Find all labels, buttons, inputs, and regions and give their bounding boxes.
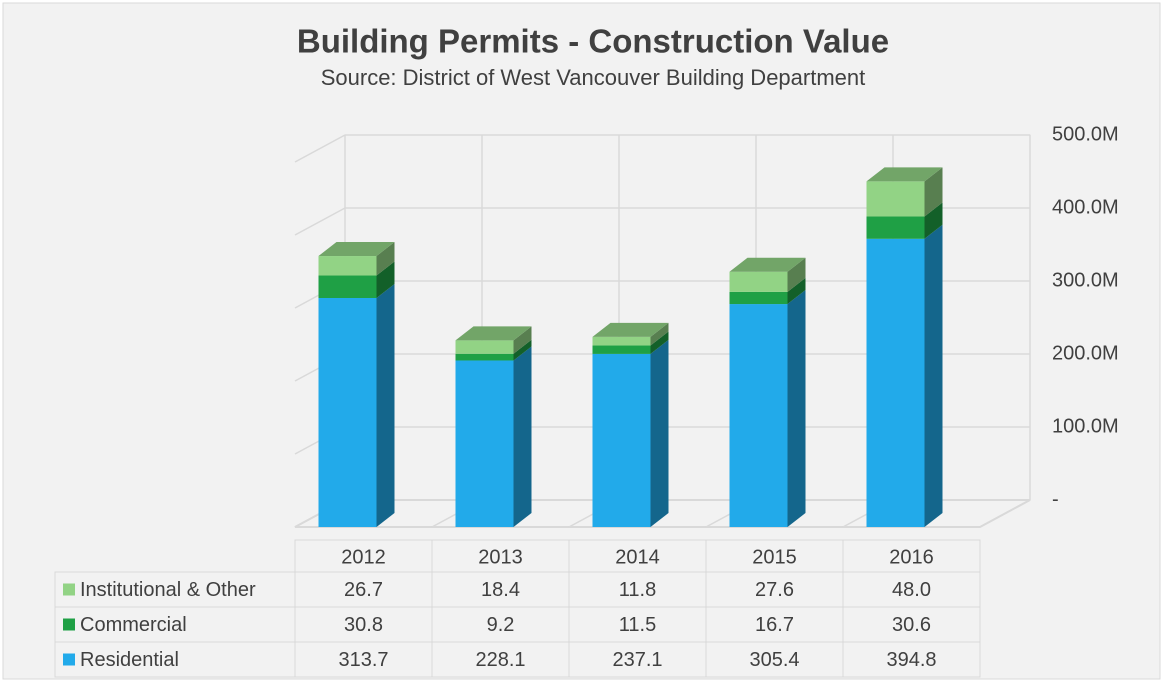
table-value: 9.2 (487, 614, 515, 636)
bar-side (376, 261, 395, 298)
y-tick-label: 300.0M (1052, 269, 1119, 291)
table-value: 30.8 (344, 614, 383, 636)
table-value: 26.7 (344, 579, 383, 601)
table-value: 305.4 (749, 649, 799, 671)
table-cell (842, 641, 981, 678)
bar-top (318, 242, 395, 257)
table-value: 16.7 (755, 614, 794, 636)
bar (318, 275, 377, 298)
y-tick-label: 200.0M (1052, 342, 1119, 364)
floor-divider (979, 499, 1031, 528)
x-tick-label: 2014 (615, 546, 660, 568)
legend-swatch (63, 618, 75, 631)
bar (729, 291, 788, 305)
bar-top (866, 167, 943, 182)
bar-side (924, 167, 943, 217)
y-tick-label: 400.0M (1052, 196, 1119, 218)
table-value: 30.6 (892, 614, 931, 636)
table-value: 237.1 (612, 649, 662, 671)
bar-side (924, 202, 943, 239)
table-value: 11.8 (619, 579, 656, 601)
y-tick-label: 100.0M (1052, 415, 1119, 437)
x-tick-label: 2015 (752, 546, 797, 568)
bar-side (513, 346, 532, 527)
bar-side (650, 331, 669, 354)
legend-swatch (63, 653, 75, 666)
table-value: 313.7 (338, 649, 388, 671)
x-tick-label: 2012 (341, 546, 386, 568)
bar (592, 345, 651, 354)
bar-side (924, 224, 943, 527)
bar (729, 271, 788, 292)
bar (592, 336, 651, 346)
bar (866, 181, 925, 217)
table-value: 18.4 (481, 579, 520, 601)
table-value: 228.1 (475, 649, 525, 671)
table-value: 394.8 (886, 649, 936, 671)
side-grid-line (294, 134, 346, 163)
table-value: 11.5 (619, 614, 656, 636)
legend-label: Commercial (80, 614, 187, 636)
y-tick-label: - (1052, 488, 1059, 510)
bar (592, 353, 651, 527)
chart-subtitle: Source: District of West Vancouver Build… (321, 65, 866, 90)
bar-side (650, 339, 669, 527)
bar-top (455, 326, 532, 341)
bar-side (513, 339, 532, 361)
bar-side (650, 322, 669, 346)
legend-label: Institutional & Other (80, 579, 256, 601)
bar-side (787, 257, 806, 292)
chart-title: Building Permits - Construction Value (297, 23, 889, 60)
bar-side (376, 283, 395, 527)
y-tick-label: 500.0M (1052, 123, 1119, 145)
x-tick-label: 2013 (478, 546, 523, 568)
table-value: 27.6 (755, 579, 794, 601)
bar-top (592, 322, 669, 337)
bar (729, 304, 788, 527)
bar (318, 297, 377, 527)
bar (866, 238, 925, 527)
table-value: 48.0 (892, 579, 931, 601)
x-tick-label: 2016 (889, 546, 934, 568)
bar (455, 353, 514, 361)
bar (866, 216, 925, 239)
bar (318, 256, 377, 276)
bar (455, 360, 514, 527)
side-grid-line (294, 207, 346, 236)
bar-side (376, 242, 395, 276)
bar-top (729, 257, 806, 272)
bar-side (787, 277, 806, 305)
bar-side (787, 290, 806, 527)
bar-side (513, 326, 532, 354)
legend-label: Residential (80, 649, 179, 671)
legend-swatch (63, 583, 75, 596)
bar (455, 340, 514, 354)
